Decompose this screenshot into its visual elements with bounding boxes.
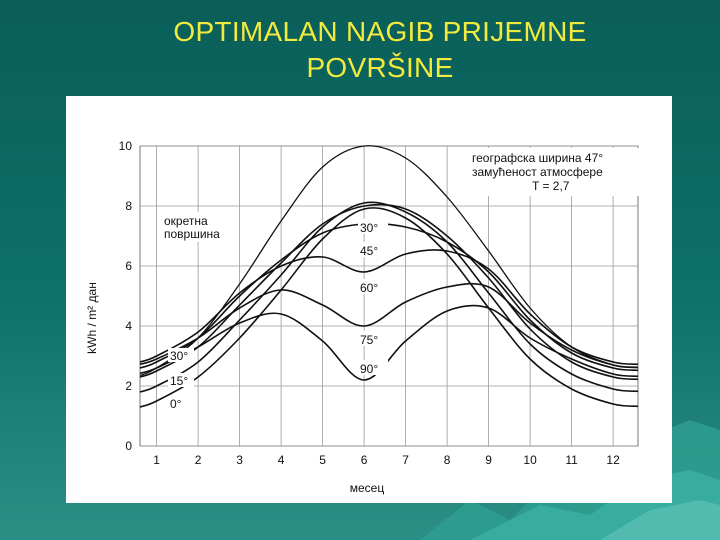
annotation-latitude: географска ширина 47° — [472, 151, 603, 165]
x-tick-label-5: 5 — [319, 453, 326, 467]
x-tick-label-10: 10 — [523, 453, 537, 467]
x-tick-label-4: 4 — [278, 453, 285, 467]
label-series-75-center: 75° — [360, 333, 378, 347]
series-line-5 — [139, 249, 639, 366]
label-series-90-center: 90° — [360, 362, 378, 376]
slide-title-line1: OPTIMALAN NAGIB PRIJEMNE — [173, 16, 587, 47]
series-labels: окретна површина 30° 45° 60° 75° 90° 30°… — [162, 212, 388, 411]
x-tick-label-11: 11 — [565, 453, 578, 467]
y-tick-label-2: 2 — [125, 379, 132, 393]
series-line-4 — [139, 222, 639, 372]
label-series-15-left: 15° — [170, 374, 188, 388]
y-tick-label-6: 6 — [125, 259, 132, 273]
x-tick-label-7: 7 — [402, 453, 409, 467]
label-series-45-center: 45° — [360, 244, 378, 258]
label-series-0-left: 0° — [170, 397, 182, 411]
x-axis-label: месец — [350, 481, 385, 495]
y-axis-label: kWh / m² дан — [85, 282, 99, 354]
y-tick-label-10: 10 — [119, 139, 133, 153]
x-tick-label-2: 2 — [195, 453, 202, 467]
slide-title: OPTIMALAN NAGIB PRIJEMNE POVRŠINE — [0, 14, 720, 86]
label-series-30-left: 30° — [170, 349, 188, 363]
chart-annotation: географска ширина 47° замућеност атмосфе… — [468, 148, 640, 196]
x-tick-label-3: 3 — [236, 453, 243, 467]
slide-title-line2: POVRŠINE — [306, 52, 454, 83]
series-line-3 — [139, 203, 639, 381]
y-tick-label-8: 8 — [125, 199, 132, 213]
x-tick-label-1: 1 — [153, 453, 160, 467]
annotation-turbidity: замућеност атмосфере — [472, 165, 603, 179]
series-line-6 — [139, 282, 639, 369]
x-tick-label-8: 8 — [444, 453, 451, 467]
series-line-1 — [139, 207, 639, 408]
label-series-60-center: 60° — [360, 281, 378, 295]
label-series-30-center: 30° — [360, 221, 378, 235]
x-tick-label-6: 6 — [361, 453, 368, 467]
label-tracking-surface-2: површина — [164, 227, 220, 241]
y-tick-label-4: 4 — [125, 319, 132, 333]
annotation-t-value: T = 2,7 — [532, 179, 570, 193]
chart-panel: 0 2 4 6 8 10 1 2 3 4 5 6 7 8 9 10 11 12 kWh / m² дан месе… — [66, 96, 672, 503]
y-tick-label-0: 0 — [125, 439, 132, 453]
label-tracking-surface: окретна — [164, 214, 208, 228]
x-tick-label-9: 9 — [485, 453, 492, 467]
x-tick-label-12: 12 — [606, 453, 620, 467]
